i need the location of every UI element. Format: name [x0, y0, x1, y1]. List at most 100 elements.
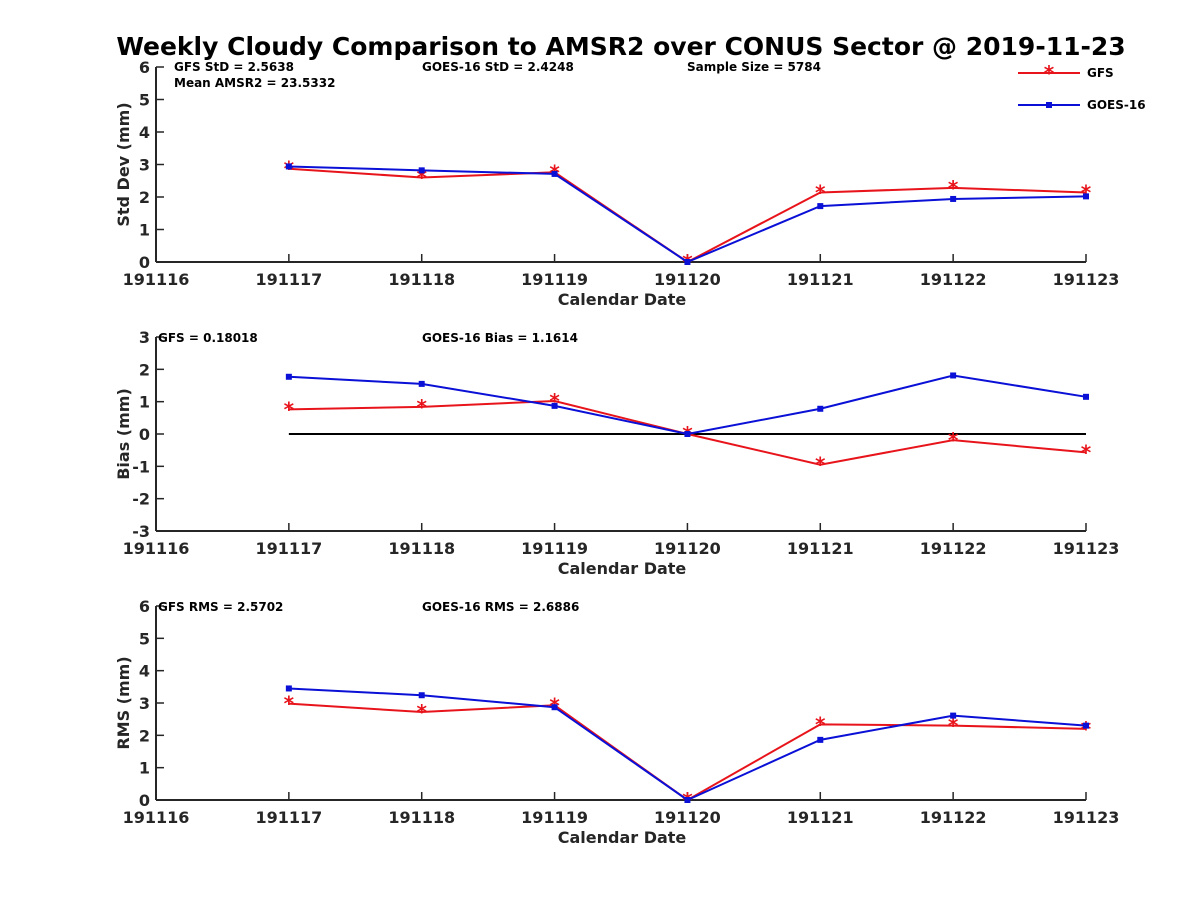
y-tick-label: 5: [139, 629, 150, 648]
annotation-text: GFS RMS = 2.5702: [158, 600, 283, 614]
y-tick-label: 2: [139, 360, 150, 379]
data-point: *: [1081, 440, 1092, 464]
x-tick-label: 191122: [920, 270, 987, 289]
data-point: *: [1081, 717, 1092, 741]
data-point: [1083, 722, 1089, 729]
x-tick-label: 191119: [521, 539, 588, 558]
data-point: [418, 380, 425, 387]
y-axis-label-bias: Bias (mm): [114, 388, 133, 480]
x-tick-label: 191123: [1053, 270, 1120, 289]
x-tick-label: 191118: [388, 270, 455, 289]
legend-label-gfs: GFS: [1087, 66, 1114, 80]
y-tick-label: 5: [139, 91, 150, 110]
data-point: [418, 167, 425, 174]
data-point: *: [549, 389, 560, 413]
y-tick-label: -3: [132, 522, 150, 541]
x-tick-label: 191120: [654, 539, 721, 558]
y-tick-label: -2: [132, 490, 150, 509]
series-line-gfs: [288, 167, 1087, 264]
legend-marker-gfs: *: [1044, 61, 1055, 85]
data-point: *: [948, 176, 959, 200]
x-tick-label: 191123: [1053, 539, 1120, 558]
subplot-stddev: 191116 191117 191118 191119 191120 191121 1911…: [114, 58, 1119, 309]
data-point: *: [284, 692, 295, 716]
data-point: *: [416, 395, 427, 419]
data-point: *: [815, 180, 826, 204]
data-point: [285, 685, 292, 692]
y-tick-label: 0: [139, 253, 150, 272]
legend-marker-goes: [1046, 102, 1052, 108]
data-point: [950, 195, 957, 202]
y-tick-label: 4: [139, 123, 150, 142]
annotation-text: Mean AMSR2 = 23.5332: [174, 76, 335, 90]
y-tick-label: -1: [132, 457, 150, 476]
legend: * GFS GOES-16: [1018, 61, 1146, 112]
y-tick-label: 0: [139, 791, 150, 810]
x-axis-label-bias: Calendar Date: [558, 559, 687, 578]
data-point: [285, 373, 292, 380]
x-tick-label: 191120: [654, 808, 721, 827]
data-point: [950, 372, 957, 379]
data-point: *: [284, 397, 295, 421]
x-tick-label: 191116: [123, 270, 190, 289]
x-tick-label: 191122: [920, 539, 987, 558]
y-axis-label-stddev: Std Dev (mm): [114, 102, 133, 226]
annotation-text: GOES-16 Bias = 1.1614: [422, 331, 578, 345]
series-goes-16: [285, 372, 1089, 437]
annotation-text: GOES-16 RMS = 2.6886: [422, 600, 579, 614]
data-point: *: [416, 700, 427, 724]
x-tick-label: 191116: [123, 808, 190, 827]
data-point: [551, 170, 558, 177]
y-axis-label-rms: RMS (mm): [114, 656, 133, 749]
annotation-text: GOES-16 StD = 2.4248: [422, 60, 574, 74]
data-point: [551, 402, 558, 409]
data-point: *: [815, 712, 826, 736]
legend-label-goes: GOES-16: [1087, 98, 1146, 112]
x-tick-label: 191121: [787, 539, 854, 558]
chart-title: Weekly Cloudy Comparison to AMSR2 over C…: [116, 32, 1125, 61]
x-tick-label: 191117: [255, 808, 322, 827]
x-tick-label: 191120: [654, 270, 721, 289]
y-tick-label: 3: [139, 156, 150, 175]
data-point: [817, 736, 824, 743]
series-line-goes-16: [288, 165, 1087, 264]
annotation-text: GFS = 0.18018: [158, 331, 258, 345]
subplot-bias: 191116 191117 191118 191119 191120 191121 1911…: [114, 328, 1119, 578]
y-tick-label: 2: [139, 188, 150, 207]
data-point: [684, 259, 691, 265]
data-point: *: [948, 428, 959, 452]
data-point: [684, 431, 691, 437]
y-tick-label: 1: [139, 221, 150, 240]
series-gfs: *******: [284, 157, 1092, 274]
y-tick-label: 3: [139, 328, 150, 347]
data-point: *: [1081, 180, 1092, 204]
x-tick-label: 191117: [255, 270, 322, 289]
x-tick-label: 191121: [787, 270, 854, 289]
data-point: [817, 405, 824, 412]
data-point: [1083, 393, 1089, 400]
annotation-text: Sample Size = 5784: [687, 60, 821, 74]
data-point: [285, 163, 292, 170]
series-gfs: *******: [284, 692, 1092, 812]
x-tick-label: 191118: [388, 539, 455, 558]
y-tick-label: 6: [139, 597, 150, 616]
data-point: [817, 203, 824, 210]
x-tick-label: 191117: [255, 539, 322, 558]
data-point: [684, 797, 691, 803]
y-tick-label: 6: [139, 58, 150, 77]
series-goes-16: [285, 163, 1089, 265]
y-tick-label: 2: [139, 726, 150, 745]
x-axis-label-stddev: Calendar Date: [558, 290, 687, 309]
y-tick-label: 1: [139, 393, 150, 412]
x-tick-label: 191116: [123, 539, 190, 558]
series-line-goes-16: [288, 687, 1087, 802]
subplot-rms: 191116 191117 191118 191119 191120 191121 1911…: [114, 597, 1119, 847]
series-goes-16: [285, 685, 1089, 803]
subplots: 191116 191117 191118 191119 191120 191121 1911…: [114, 58, 1119, 847]
data-point: [551, 704, 558, 711]
x-tick-label: 191121: [787, 808, 854, 827]
y-tick-label: 3: [139, 694, 150, 713]
data-point: *: [948, 714, 959, 738]
x-tick-label: 191119: [521, 270, 588, 289]
